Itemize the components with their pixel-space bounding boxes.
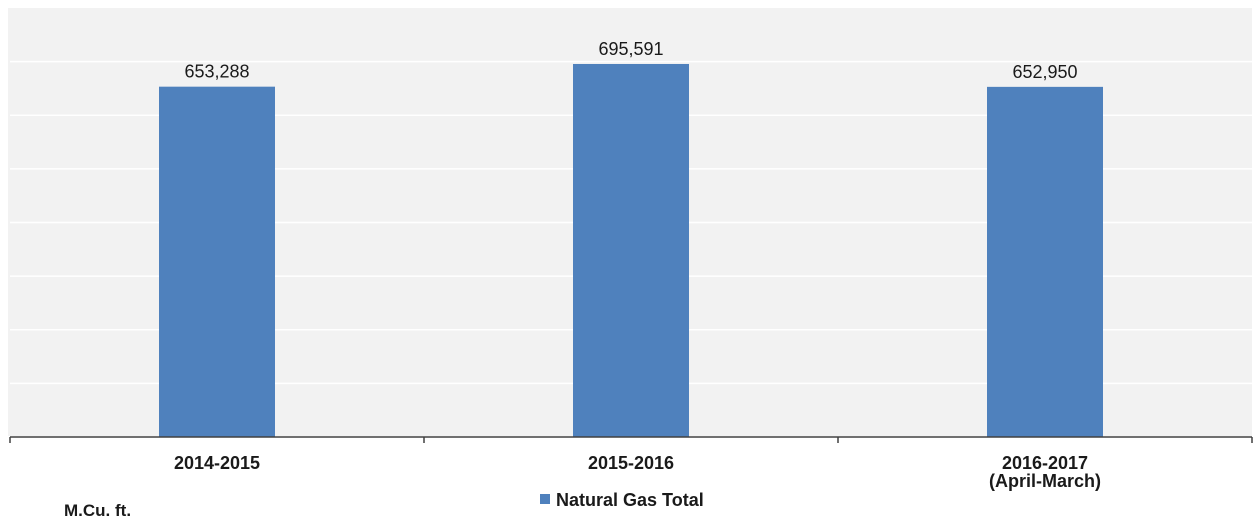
data-label: 653,288 [184, 62, 249, 82]
legend-swatch [540, 494, 550, 504]
x-tick-label: 2015-2016 [588, 453, 674, 473]
x-tick-label: 2014-2015 [174, 453, 260, 473]
x-tick-labels: 2014-2015 2015-2016 2016-2017 (April-March) [174, 453, 1101, 491]
bars [159, 63, 1103, 438]
bar [987, 86, 1103, 437]
unit-label: M.Cu. ft. [64, 501, 131, 520]
data-label: 695,591 [598, 39, 663, 59]
legend-label: Natural Gas Total [556, 490, 704, 510]
data-label: 652,950 [1012, 62, 1077, 82]
legend: Natural Gas Total [540, 490, 704, 510]
bar [159, 86, 275, 437]
bar [573, 63, 689, 438]
data-labels: 653,288 695,591 652,950 [184, 39, 1077, 82]
x-tick-label: 2016-2017 (April-March) [989, 453, 1101, 491]
x-ticks [9, 437, 1253, 443]
